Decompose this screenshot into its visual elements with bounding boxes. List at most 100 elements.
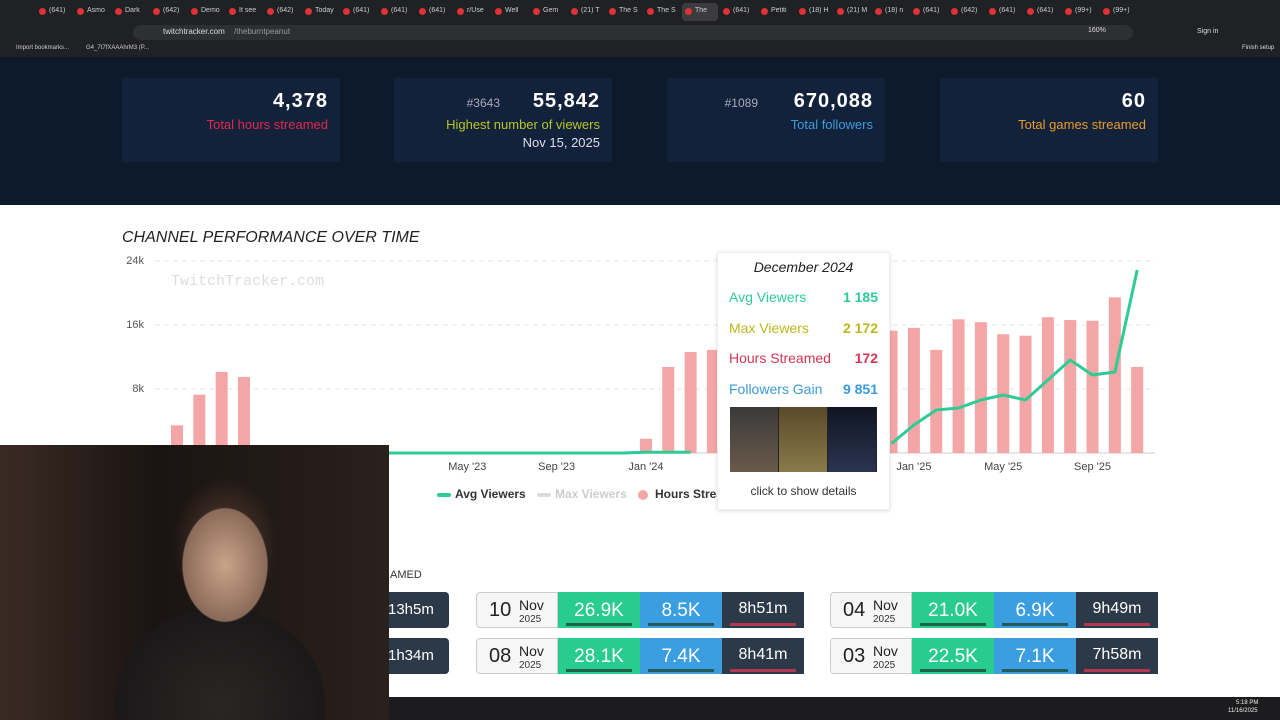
game-cover[interactable] <box>828 407 876 472</box>
followers-text: 8.5K <box>661 600 701 621</box>
tab[interactable]: (641) <box>340 3 376 21</box>
tab[interactable]: (641) <box>1024 3 1060 21</box>
stream-row[interactable]: 03 Nov 2025 22.5K 7.1K 7h58m <box>830 638 1158 674</box>
tab[interactable]: (18) n <box>872 3 908 21</box>
bookmark[interactable]: Import bookmarks... <box>16 45 70 51</box>
game-cover[interactable] <box>730 407 778 472</box>
tab[interactable]: Well <box>492 3 528 21</box>
bar <box>952 319 965 453</box>
tab-title: (21) M <box>847 7 868 14</box>
legend-label: Avg Viewers <box>455 487 526 501</box>
followers-cell: 8.5K <box>640 592 722 628</box>
tab[interactable]: r/Use <box>454 3 490 21</box>
followers-cell: 7.1K <box>994 638 1076 674</box>
tab[interactable]: (18) H <box>796 3 832 21</box>
tooltip-title: December 2024 <box>753 259 854 275</box>
tab[interactable]: (642) <box>150 3 186 21</box>
tab-title: (642) <box>961 7 978 14</box>
tab[interactable]: Asmo <box>74 3 110 21</box>
stat-value: 670,088 <box>793 90 873 112</box>
tab-title: (641) <box>733 7 750 14</box>
followers-text: 6.9K <box>1015 600 1055 621</box>
bookmark[interactable]: G4_7t7fXAAAhrM3 (P... <box>86 45 149 51</box>
tab[interactable]: Dark <box>112 3 148 21</box>
tab[interactable]: (99+) <box>1062 3 1098 21</box>
stream-row[interactable]: 04 Nov 2025 21.0K 6.9K 9h49m <box>830 592 1158 628</box>
hours-cell: 9h49m <box>1076 592 1158 628</box>
month: Nov <box>873 597 898 613</box>
tab-title: (21) T <box>581 7 600 14</box>
tab-icon <box>343 8 350 15</box>
bar <box>1131 366 1144 453</box>
tab[interactable]: Demo <box>188 3 224 21</box>
tab[interactable]: (641) <box>378 3 414 21</box>
stat-value: 4,378 <box>272 90 328 112</box>
tab[interactable]: (642) <box>948 3 984 21</box>
bar <box>1064 320 1077 453</box>
tab[interactable]: The S <box>606 3 642 21</box>
year: 2025 <box>873 660 896 671</box>
hours-cell: 8h41m <box>722 638 804 674</box>
sign-in[interactable]: Sign in <box>1197 28 1219 35</box>
hours-cell: 7h58m <box>1076 638 1158 674</box>
hours-text: 1h34m <box>388 647 434 664</box>
tooltip-value: 1 185 <box>842 289 878 305</box>
avg-cell: 22.5K <box>912 638 994 674</box>
tab-title: (642) <box>277 7 294 14</box>
finish-setup[interactable]: Finish setup <box>1242 45 1275 51</box>
tab[interactable]: (21) M <box>834 3 870 21</box>
tooltip-label: Max Viewers <box>729 319 809 336</box>
tab-title: Asmo <box>87 7 105 14</box>
tab[interactable]: (642) <box>264 3 300 21</box>
tooltip-label: Avg Viewers <box>729 289 807 305</box>
tab[interactable]: Today <box>302 3 338 21</box>
tab-icon <box>609 8 616 15</box>
tab[interactable]: It see <box>226 3 262 21</box>
stream-row[interactable]: 10 Nov 2025 26.9K 8.5K 8h51m <box>476 592 804 628</box>
game-cover[interactable] <box>779 407 827 472</box>
tab-title: (641) <box>923 7 940 14</box>
progress <box>730 623 796 626</box>
avg-text: 21.0K <box>928 600 978 621</box>
tooltip-value: 2 172 <box>842 319 878 336</box>
tab-title: (641) <box>429 7 446 14</box>
tab-title: The <box>695 7 708 14</box>
tab[interactable]: (641) <box>910 3 946 21</box>
tab[interactable]: (641) <box>986 3 1022 21</box>
tab-title: Gem <box>543 7 559 14</box>
tab[interactable]: (641) <box>36 3 72 21</box>
avg-text: 22.5K <box>928 646 978 667</box>
tooltip-footer[interactable]: click to show details <box>750 484 857 498</box>
tab[interactable]: The <box>682 3 718 21</box>
x-tick-label: May '25 <box>984 461 1022 473</box>
url-path: /theburntpeanut <box>234 27 291 36</box>
tab[interactable]: (99+) <box>1100 3 1136 21</box>
legend-marker <box>537 493 551 497</box>
hours-text: 7h58m <box>1092 646 1142 663</box>
address-bar[interactable]: twitchtracker.com/theburntpeanut 160% <box>133 25 1133 40</box>
tab[interactable]: (641) <box>720 3 756 21</box>
bar <box>1108 297 1121 453</box>
tab-title: (18) n <box>885 7 904 14</box>
tab[interactable]: Gem <box>530 3 566 21</box>
tab-icon <box>799 8 806 15</box>
tab-title: Demo <box>201 7 220 14</box>
stat-label: Total hours streamed <box>206 117 328 132</box>
tab-icon <box>761 8 768 15</box>
stream-row[interactable]: 08 Nov 2025 28.1K 7.4K 8h41m <box>476 638 804 674</box>
tab[interactable]: The S <box>644 3 680 21</box>
tab-title: It see <box>239 7 257 14</box>
hours-text: 8h51m <box>738 600 788 617</box>
tab-icon <box>267 8 274 15</box>
tab[interactable]: (21) T <box>568 3 604 21</box>
tooltip-value: 172 <box>854 350 878 366</box>
progress <box>730 669 796 672</box>
tab[interactable]: (641) <box>416 3 452 21</box>
tab-title: (641) <box>999 7 1016 14</box>
progress <box>920 669 986 672</box>
year: 2025 <box>519 660 542 671</box>
stat-label: Highest number of viewers <box>446 117 600 132</box>
bar <box>907 327 920 453</box>
tab[interactable]: Petiti <box>758 3 794 21</box>
date-cell: 04 Nov 2025 <box>830 592 912 628</box>
